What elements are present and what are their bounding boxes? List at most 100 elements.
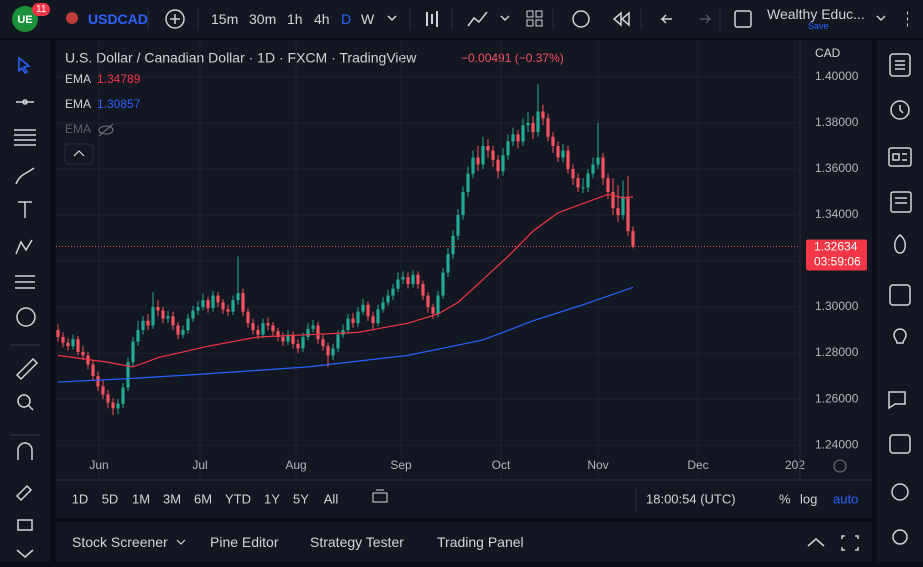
hotlists[interactable] <box>894 234 906 254</box>
candle-body <box>486 145 490 151</box>
range-button[interactable]: 1Y <box>264 491 280 506</box>
settings[interactable] <box>833 459 847 473</box>
candle-body <box>326 346 330 356</box>
ideas-bulb[interactable] <box>893 328 907 344</box>
more[interactable] <box>16 549 34 558</box>
candle-body <box>601 157 605 179</box>
add-symbol[interactable] <box>165 9 185 29</box>
candle-body <box>466 173 470 193</box>
candle-body <box>476 157 480 165</box>
candle-body <box>256 330 260 335</box>
candle-body <box>71 339 75 347</box>
ideas[interactable] <box>890 191 912 213</box>
zoom[interactable] <box>17 394 31 408</box>
range-button[interactable]: 5D <box>102 491 119 506</box>
alerts[interactable] <box>890 100 910 120</box>
range-button[interactable]: 1M <box>132 491 150 506</box>
news[interactable] <box>888 147 912 167</box>
legend-value: 1.34789 <box>97 72 141 86</box>
lock-draw[interactable] <box>15 484 33 502</box>
candle-body <box>176 325 180 335</box>
layout-name[interactable]: Wealthy Educ... <box>767 6 865 22</box>
last-price: 1.32634 <box>814 240 858 254</box>
scale-log[interactable]: log <box>800 491 817 506</box>
forecast-tool[interactable] <box>15 275 35 289</box>
magnet[interactable] <box>17 442 33 460</box>
range-button[interactable]: All <box>324 491 339 506</box>
candle-body <box>551 136 555 146</box>
save[interactable]: Save <box>808 21 829 31</box>
fib-tool[interactable] <box>14 129 36 146</box>
collapse-legend[interactable] <box>64 143 94 165</box>
candle-body <box>431 307 435 314</box>
brush[interactable] <box>15 167 35 185</box>
candle-body <box>461 192 465 216</box>
watchlist[interactable] <box>889 53 911 77</box>
candle-body <box>161 310 165 319</box>
tab[interactable]: Trading Panel <box>437 534 524 550</box>
chats[interactable] <box>888 391 906 410</box>
right-sidebar <box>877 40 923 562</box>
lock[interactable] <box>17 519 33 531</box>
alert[interactable] <box>572 10 590 28</box>
maximize-panel[interactable] <box>807 538 825 547</box>
scale-percent[interactable]: % <box>779 491 791 506</box>
interval[interactable]: 1h <box>287 11 303 27</box>
tab[interactable]: Pine Editor <box>210 534 279 550</box>
candle-body <box>606 178 610 193</box>
range-button[interactable]: YTD <box>225 491 251 506</box>
pattern-tool[interactable] <box>15 239 33 255</box>
candle-body <box>421 284 425 296</box>
layout-box[interactable] <box>734 10 752 28</box>
x-tick-label: Jun <box>89 458 108 472</box>
y-tick-label: 1.34000 <box>815 207 859 221</box>
help[interactable] <box>891 483 909 501</box>
range-button[interactable]: 6M <box>194 491 212 506</box>
ruler[interactable] <box>15 357 39 381</box>
broadcast[interactable] <box>892 529 908 545</box>
interval[interactable]: D <box>341 11 352 27</box>
candle-body <box>91 364 95 377</box>
candle-body <box>341 330 345 335</box>
messages[interactable] <box>889 434 911 454</box>
interval[interactable]: W <box>361 11 375 27</box>
candle-body <box>171 316 175 326</box>
range-button[interactable]: 3M <box>163 491 181 506</box>
symbol[interactable]: USDCAD <box>88 11 148 27</box>
undo[interactable] <box>660 14 672 24</box>
candle-body <box>301 336 305 349</box>
scale-auto[interactable]: auto <box>833 491 858 506</box>
interval[interactable]: 15m <box>211 11 239 27</box>
replay[interactable] <box>612 11 630 27</box>
cursor[interactable] <box>18 56 31 74</box>
range-button[interactable]: 1D <box>72 491 89 506</box>
tab[interactable]: Stock Screener <box>72 534 168 550</box>
candle-body <box>81 351 85 356</box>
range-button[interactable]: 5Y <box>293 491 309 506</box>
candle-body <box>101 386 105 395</box>
calendar[interactable] <box>889 284 911 306</box>
candle-body <box>401 277 405 280</box>
candle-body <box>451 235 455 255</box>
interval[interactable]: 4h <box>314 11 330 27</box>
date-range[interactable] <box>372 489 388 503</box>
x-tick-label: 202 <box>785 458 805 472</box>
candle-body <box>596 157 600 165</box>
candle-body <box>306 328 310 337</box>
avatar[interactable] <box>12 6 38 32</box>
candle-body <box>426 295 430 308</box>
fullscreen[interactable] <box>841 535 859 551</box>
x-tick-label: Oct <box>492 458 511 472</box>
candle-body <box>211 295 215 309</box>
currency[interactable]: CAD <box>815 46 841 60</box>
redo[interactable] <box>700 14 712 24</box>
candle-body <box>446 254 450 273</box>
emoji-tool[interactable] <box>16 307 36 327</box>
indicators[interactable] <box>467 11 488 27</box>
candle-body <box>566 150 570 170</box>
text-tool[interactable] <box>18 201 32 218</box>
interval[interactable]: 30m <box>249 11 277 27</box>
tab[interactable]: Strategy Tester <box>310 534 404 550</box>
chart-type[interactable] <box>426 11 438 27</box>
